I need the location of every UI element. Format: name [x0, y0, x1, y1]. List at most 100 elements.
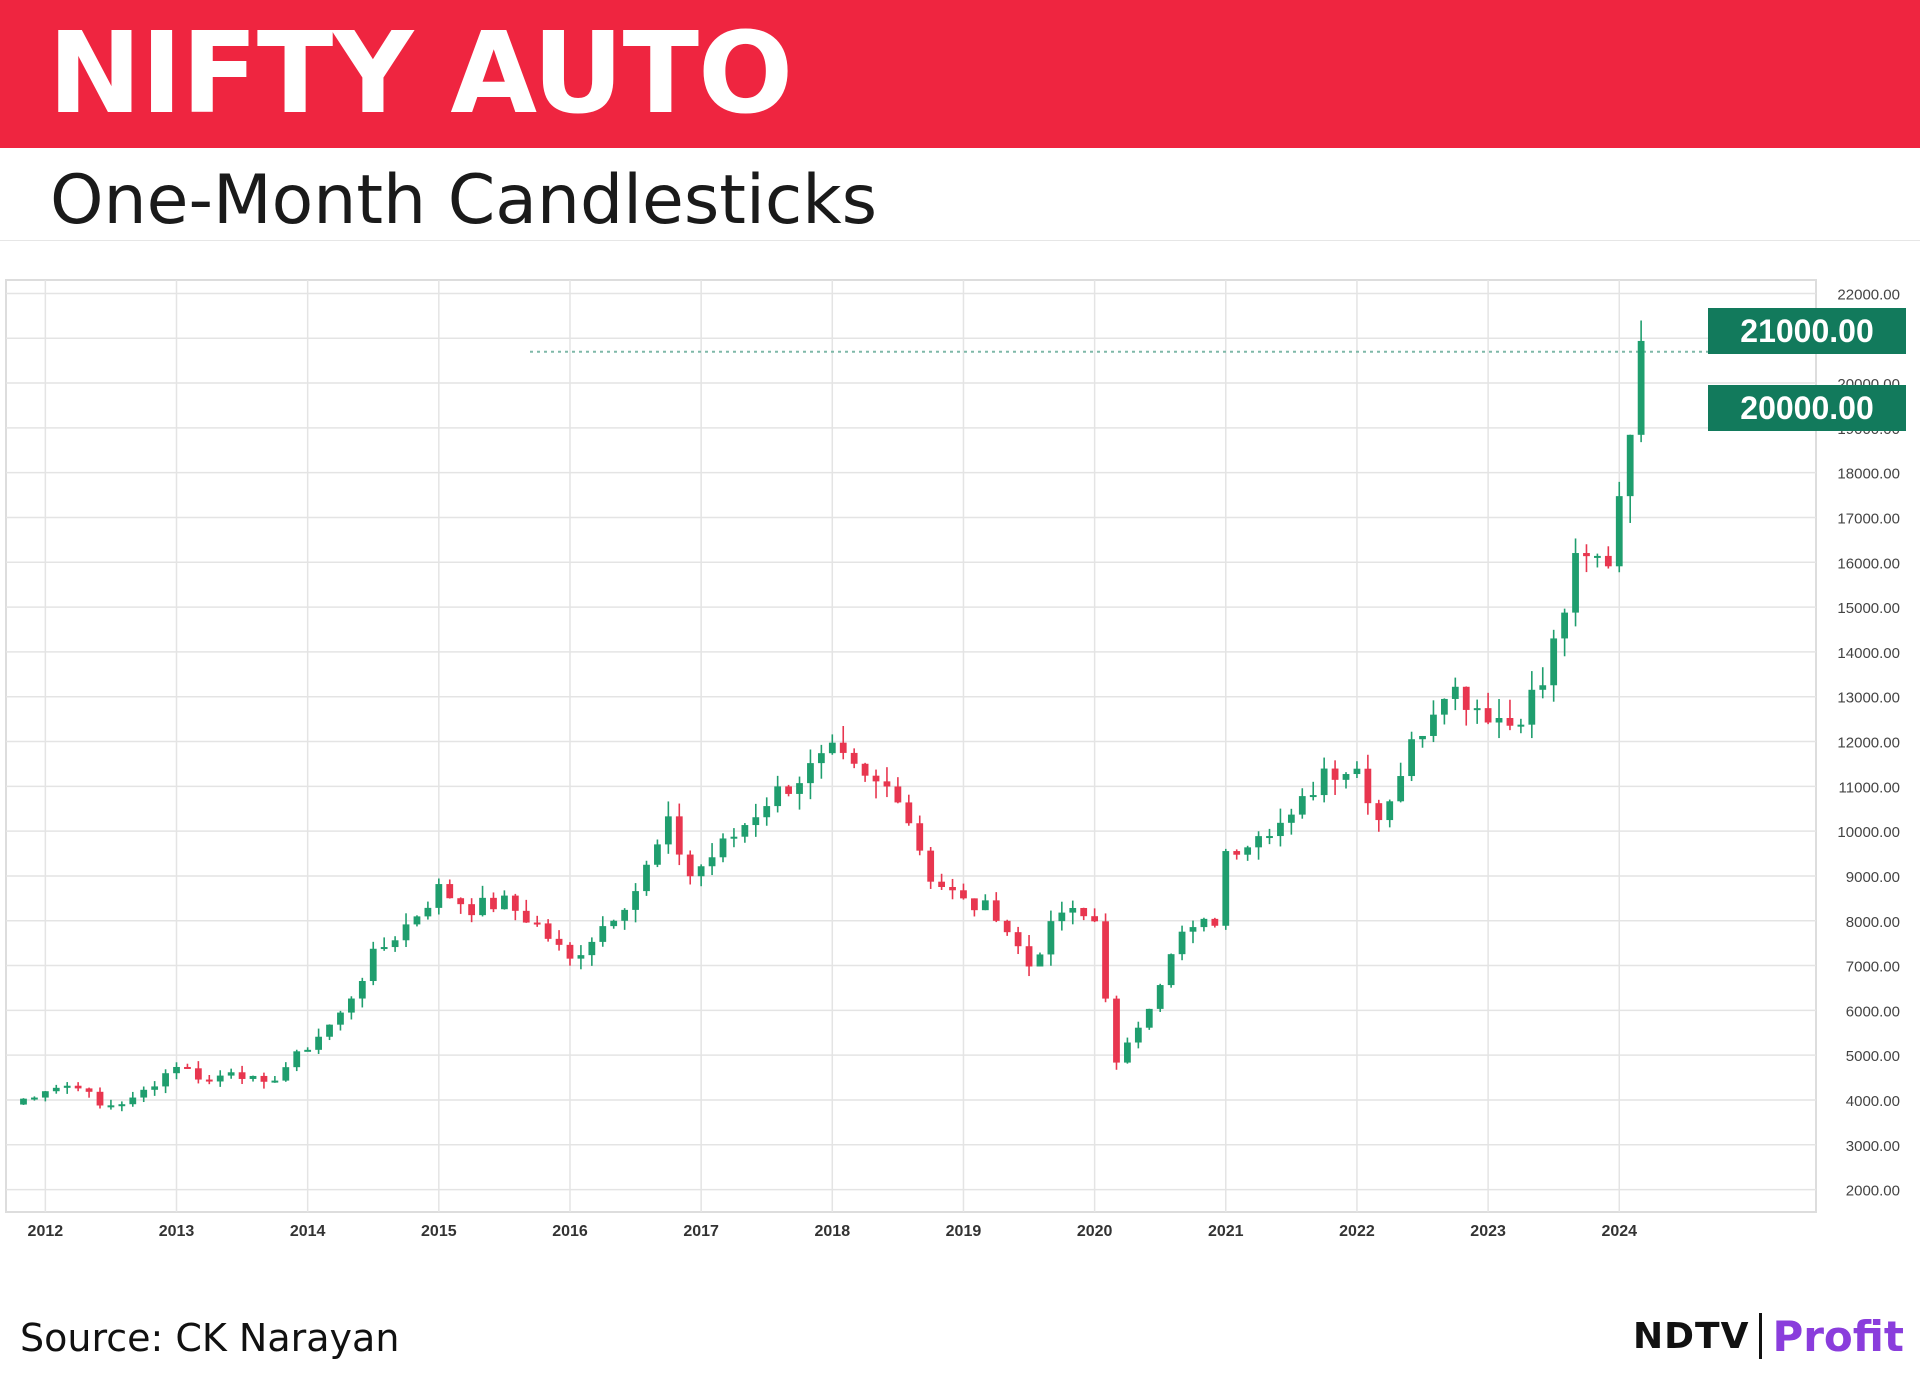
price-label-21000: 21000.00	[1708, 308, 1906, 355]
y-tick-label: 18000.00	[1837, 466, 1900, 483]
candle-down	[260, 1075, 268, 1082]
candle-up	[31, 1097, 38, 1100]
candle-up	[1167, 954, 1175, 986]
candle-down	[861, 763, 869, 776]
candle-up	[1517, 724, 1525, 727]
candle-up	[162, 1073, 169, 1087]
candle-up	[1539, 685, 1547, 690]
y-tick-label: 11000.00	[1839, 779, 1900, 796]
page-subtitle: One-Month Candlesticks	[50, 161, 878, 240]
candle-down	[894, 786, 902, 803]
candle-down	[686, 854, 694, 877]
candle-up	[577, 955, 585, 959]
candle-up	[315, 1036, 322, 1050]
candle-up	[1386, 801, 1394, 821]
candle-down	[1113, 998, 1120, 1063]
candle-up	[1277, 822, 1284, 837]
header-band	[0, 0, 1920, 148]
candle-down	[883, 781, 891, 787]
candle-up	[741, 825, 749, 837]
candle-up	[358, 981, 366, 999]
candle-down	[238, 1072, 246, 1079]
candle-up	[1255, 836, 1262, 848]
x-tick-label: 2015	[421, 1223, 457, 1240]
candle-down	[938, 881, 945, 888]
candle-down	[839, 742, 847, 753]
y-tick-label: 22000.00	[1837, 286, 1900, 303]
y-tick-label: 10000.00	[1837, 824, 1900, 841]
y-tick-label: 5000.00	[1846, 1048, 1900, 1065]
candle-down	[1003, 920, 1011, 933]
candle-up	[20, 1098, 27, 1105]
candle-down	[457, 898, 465, 905]
candle-up	[643, 864, 650, 892]
candle-up	[807, 763, 814, 784]
candle-up	[1266, 836, 1273, 839]
candle-up	[1561, 612, 1568, 639]
candle-up	[1244, 847, 1252, 855]
x-tick-label: 2014	[290, 1223, 326, 1240]
candle-up	[1397, 776, 1405, 802]
x-tick-label: 2022	[1339, 1223, 1375, 1240]
candle-up	[304, 1049, 312, 1052]
candle-up	[588, 941, 596, 956]
candle-up	[337, 1012, 344, 1025]
candle-up	[479, 897, 486, 916]
candle-down	[1211, 918, 1219, 926]
candle-up	[140, 1089, 148, 1098]
candle-down	[511, 895, 519, 911]
candle-down	[533, 922, 541, 925]
candle-up	[1440, 698, 1448, 715]
candle-up	[52, 1087, 60, 1092]
candle-down	[905, 802, 913, 824]
candle-up	[107, 1105, 115, 1108]
candle-up	[621, 909, 629, 921]
candle-up	[730, 836, 738, 839]
candle-up	[719, 838, 727, 858]
candle-up	[599, 926, 607, 942]
candle-up	[632, 891, 639, 910]
subtitle-divider	[0, 240, 1920, 241]
candle-down	[468, 904, 476, 916]
candle-up	[1156, 985, 1164, 1009]
candle-up	[1495, 717, 1503, 723]
x-tick-label: 2023	[1470, 1223, 1506, 1240]
page-title: NIFTY AUTO	[48, 9, 793, 139]
x-tick-label: 2012	[28, 1223, 64, 1240]
candle-up	[1287, 814, 1295, 823]
candle-up	[817, 753, 825, 764]
candle-down	[1506, 717, 1514, 726]
candle-up	[828, 742, 836, 754]
y-tick-label: 3000.00	[1846, 1138, 1900, 1155]
candle-up	[1594, 555, 1601, 558]
candle-up	[1430, 714, 1437, 736]
candle-up	[708, 857, 716, 867]
candle-down	[446, 884, 454, 899]
brand-logo: NDTV Profit	[1633, 1306, 1904, 1366]
candle-up	[1528, 689, 1536, 725]
candle-down	[1233, 851, 1241, 855]
candle-up	[41, 1091, 49, 1098]
candle-down	[850, 752, 858, 764]
candle-down	[544, 923, 552, 939]
y-tick-label: 16000.00	[1837, 555, 1900, 572]
candle-up	[981, 900, 989, 911]
candle-down	[96, 1091, 104, 1106]
x-tick-label: 2013	[159, 1223, 195, 1240]
candle-down	[971, 898, 978, 911]
candle-up	[664, 816, 672, 845]
candle-down	[916, 823, 924, 851]
candle-down	[1583, 553, 1590, 557]
candle-up	[369, 948, 377, 982]
brand-profit: Profit	[1772, 1311, 1904, 1361]
candle-up	[129, 1097, 137, 1105]
candle-down	[1102, 921, 1109, 999]
candle-up	[1298, 796, 1306, 815]
candle-up	[1189, 927, 1197, 932]
candle-down	[566, 944, 574, 959]
candle-down	[1331, 768, 1339, 780]
candle-up	[271, 1080, 279, 1083]
candle-down	[949, 887, 956, 891]
candle-up	[1222, 851, 1230, 926]
candle-up	[1451, 686, 1459, 699]
